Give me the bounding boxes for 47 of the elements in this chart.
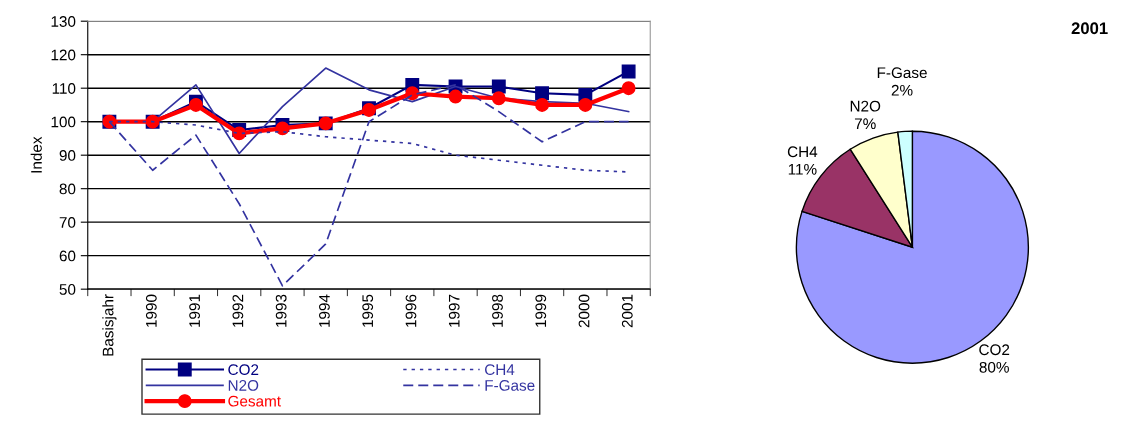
x-tick-label: Basisjahr [102, 294, 117, 356]
point [535, 86, 550, 101]
x-tick-label: 1999 [535, 294, 547, 327]
slice-label: CO2 [979, 344, 1010, 356]
x-tick-label: 1992 [232, 294, 244, 327]
point [491, 79, 506, 94]
slice-label: N2O [850, 100, 881, 112]
x-tick-label: 1994 [319, 294, 330, 327]
legend-label: F-Gase [485, 379, 535, 391]
legend-label: Gesamt [228, 395, 281, 407]
data-label: 7% [854, 118, 876, 130]
legend-label: N2O [228, 379, 259, 391]
slice-label: F-Gase [877, 67, 927, 79]
text: 2001 [1071, 22, 1108, 35]
point [405, 86, 420, 101]
x-tick-label: 1997 [448, 294, 460, 327]
point [448, 89, 463, 104]
point [535, 97, 550, 112]
legend-label: CO2 [228, 364, 259, 376]
legend-label: CH4 [485, 364, 515, 376]
point [275, 121, 290, 136]
point [578, 97, 593, 112]
x-tick-label: 2001 [621, 294, 633, 328]
point [621, 81, 636, 96]
data-label: 2% [891, 84, 913, 96]
x-tick-label: 2000 [578, 294, 590, 328]
y-tick-label: 80 [59, 183, 76, 195]
slice-label: CH4 [787, 146, 818, 158]
data-label: 80% [979, 361, 1009, 373]
y-tick-label: 60 [59, 250, 76, 262]
x-tick-label: 1990 [145, 294, 157, 327]
y-tick-label: 130 [51, 16, 76, 27]
y-tick-label: 90 [59, 150, 76, 161]
data-label: 11% [788, 164, 817, 175]
point [621, 64, 636, 79]
x-tick-label: 1998 [492, 294, 503, 327]
x-tick-label: 1991 [189, 294, 201, 327]
y-tick-label: 120 [51, 49, 76, 61]
y-tick-label: 70 [59, 217, 76, 228]
y-tick-label: 50 [59, 284, 76, 295]
x-tick-label: 1993 [275, 294, 287, 327]
x-tick-label: 1995 [362, 294, 374, 327]
y-axis-title: Index [30, 136, 42, 173]
x-tick-label: 1996 [405, 294, 417, 327]
point [491, 91, 506, 106]
y-tick-label: 110 [52, 83, 76, 94]
y-tick-label: 100 [51, 116, 76, 128]
